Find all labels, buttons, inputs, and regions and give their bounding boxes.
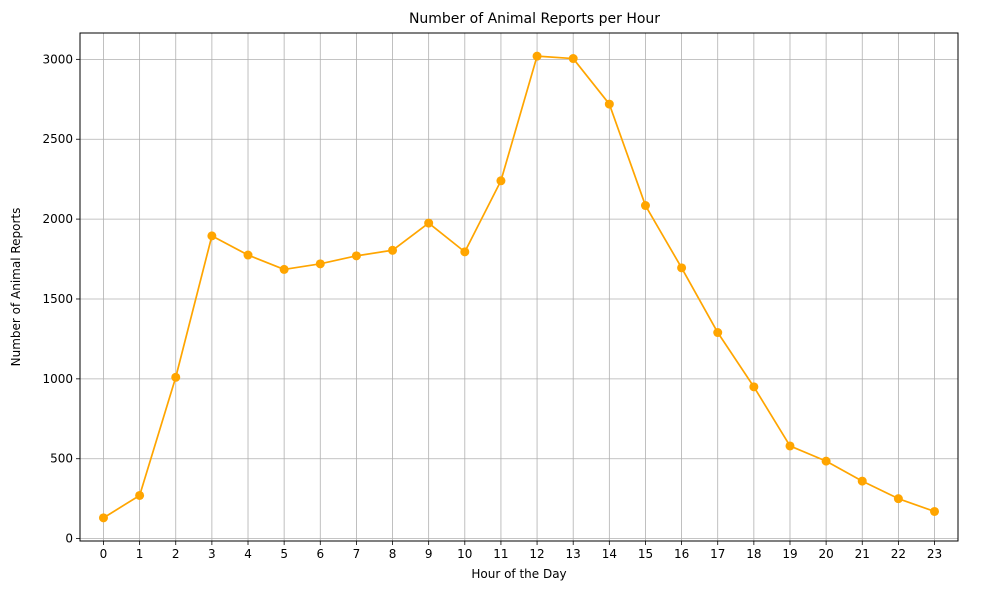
x-tick-label: 6 <box>316 547 324 561</box>
y-tick-label: 3000 <box>42 52 73 66</box>
x-tick-label: 8 <box>389 547 397 561</box>
x-tick-label: 12 <box>529 547 544 561</box>
data-point <box>785 441 795 451</box>
data-point <box>640 201 650 211</box>
data-point <box>568 54 578 64</box>
x-tick-label: 4 <box>244 547 252 561</box>
x-axis: 0 1 2 3 4 5 6 7 8 9 10 11 12 13 14 15 16 17 18 19 20 21 22 23 <box>100 541 942 561</box>
data-point <box>135 490 145 500</box>
data-point <box>532 51 542 61</box>
x-tick-label: 15 <box>638 547 653 561</box>
x-tick-label: 13 <box>566 547 581 561</box>
x-tick-label: 9 <box>425 547 433 561</box>
x-tick-label: 22 <box>891 547 906 561</box>
y-tick-label: 0 <box>65 532 73 546</box>
x-tick-label: 17 <box>710 547 725 561</box>
series-line <box>103 55 935 519</box>
data-point <box>821 456 831 466</box>
y-tick-label: 1000 <box>42 372 73 386</box>
data-point <box>279 264 289 274</box>
data-point <box>460 247 470 257</box>
y-axis: 0 500 1000 1500 2000 2500 3000 <box>42 52 80 546</box>
data-point <box>351 251 361 261</box>
data-point <box>930 506 940 516</box>
data-point <box>424 218 434 228</box>
x-tick-label: 7 <box>353 547 361 561</box>
x-tick-label: 23 <box>927 547 942 561</box>
data-point <box>857 476 867 486</box>
y-tick-label: 500 <box>50 452 73 466</box>
chart-title: Number of Animal Reports per Hour <box>409 11 660 27</box>
data-point <box>893 494 903 504</box>
data-point <box>713 328 723 338</box>
data-point <box>98 513 108 523</box>
y-tick-label: 2000 <box>42 212 73 226</box>
series-layer <box>98 51 940 523</box>
data-point <box>677 263 687 273</box>
data-point <box>388 245 398 255</box>
x-tick-label: 14 <box>602 547 617 561</box>
plot-frame <box>79 32 959 542</box>
x-tick-label: 21 <box>855 547 870 561</box>
x-tick-label: 2 <box>172 547 180 561</box>
x-tick-label: 1 <box>136 547 144 561</box>
x-tick-label: 10 <box>457 547 472 561</box>
x-tick-label: 0 <box>100 547 108 561</box>
data-point <box>604 99 614 109</box>
x-tick-label: 19 <box>782 547 797 561</box>
y-tick-label: 2500 <box>42 132 73 146</box>
x-tick-label: 18 <box>746 547 761 561</box>
x-tick-label: 11 <box>493 547 508 561</box>
grid <box>80 33 958 541</box>
x-axis-label: Hour of the Day <box>471 567 566 581</box>
data-point <box>171 372 181 382</box>
x-tick-label: 5 <box>280 547 288 561</box>
y-axis-label: Number of Animal Reports <box>9 208 23 367</box>
x-tick-label: 20 <box>818 547 833 561</box>
data-point <box>749 382 759 392</box>
data-point <box>243 250 253 260</box>
data-point <box>315 259 325 269</box>
x-tick-label: 16 <box>674 547 689 561</box>
data-point <box>496 176 506 186</box>
y-tick-label: 1500 <box>42 292 73 306</box>
data-point <box>207 231 217 241</box>
x-tick-label: 3 <box>208 547 216 561</box>
